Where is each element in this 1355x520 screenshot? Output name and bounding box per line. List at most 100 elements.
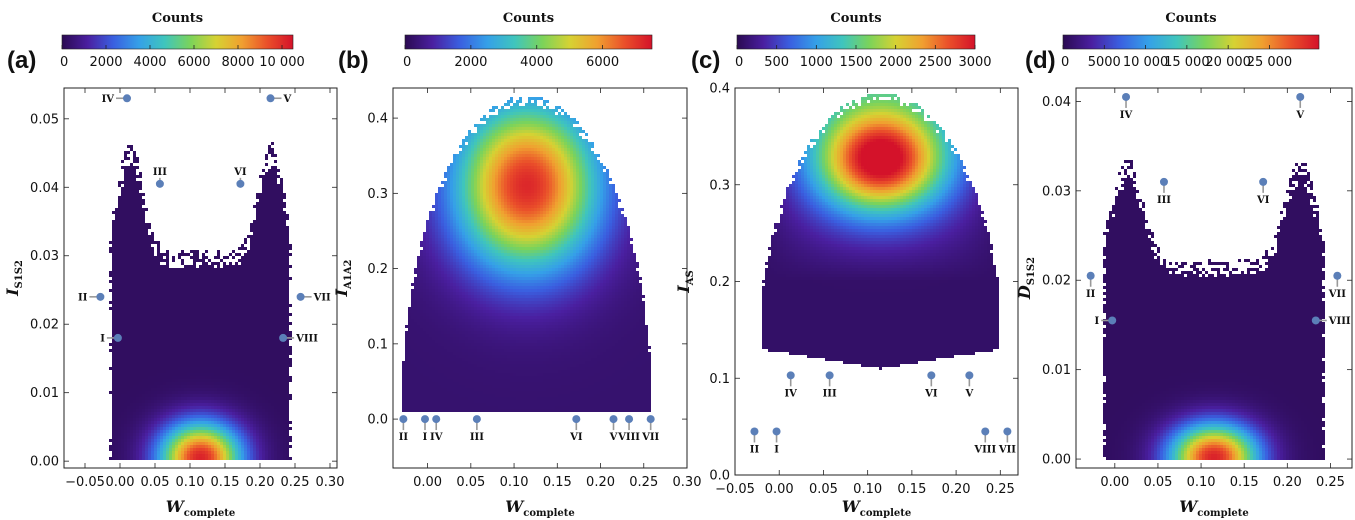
marker-point xyxy=(773,427,781,435)
marker-label: V xyxy=(609,432,618,443)
marker-label: II xyxy=(750,444,760,455)
marker-label: VIII xyxy=(973,444,996,455)
colorbar-tick-label: 1000 xyxy=(800,55,833,70)
x-axis-label: Wcomplete xyxy=(505,497,574,519)
marker-label: I xyxy=(1095,316,1100,327)
colorbar-tick-label: 2500 xyxy=(919,55,952,70)
marker-v: V xyxy=(267,94,292,105)
marker-point xyxy=(1108,316,1116,324)
marker-viii: VIII xyxy=(973,427,996,455)
y-tick-label: 0.2 xyxy=(367,262,388,277)
colorbar-tick-label: 20 000 xyxy=(1205,55,1251,70)
marker-vii: VII xyxy=(1328,272,1346,300)
marker-vi: VI xyxy=(233,167,247,188)
marker-label: VI xyxy=(1256,195,1270,206)
colorbar-tick-label: 0 xyxy=(60,55,68,70)
marker-point xyxy=(1312,316,1320,324)
marker-label: VII xyxy=(998,444,1016,455)
marker-point xyxy=(927,371,935,379)
marker-point xyxy=(114,334,122,342)
marker-point xyxy=(787,371,795,379)
y-axis-label: IAS xyxy=(674,270,696,293)
colorbar-title: Counts xyxy=(830,11,881,26)
colorbar-tick-label: 6000 xyxy=(586,55,619,70)
colorbar-tick-label: 4000 xyxy=(133,55,166,70)
x-tick-label: 0.00 xyxy=(1100,475,1129,490)
x-tick-label: 0.20 xyxy=(942,482,971,497)
marker-point xyxy=(96,293,104,301)
colorbar-tick-label: 25 000 xyxy=(1247,55,1293,70)
marker-label: IV xyxy=(430,432,443,443)
marker-label: VI xyxy=(569,432,583,443)
marker-ii: II xyxy=(1086,272,1096,300)
colorbar-title: Counts xyxy=(503,11,554,26)
marker-label: VIII xyxy=(617,432,640,443)
x-tick-label: 0.10 xyxy=(500,475,529,490)
x-tick-label: 0.20 xyxy=(586,475,615,490)
marker-point xyxy=(1259,178,1267,186)
y-tick-label: 0.3 xyxy=(367,187,388,202)
x-tick-label: −0.05 xyxy=(65,475,105,490)
x-tick-label: 0.05 xyxy=(141,475,170,490)
x-tick-label: 0.15 xyxy=(1230,475,1259,490)
marker-point xyxy=(647,415,655,423)
marker-point xyxy=(123,94,131,102)
y-tick-label: 0.01 xyxy=(30,386,59,401)
colorbar-tick-label: 2000 xyxy=(89,55,122,70)
y-tick-label: 0.02 xyxy=(1042,274,1071,289)
marker-label: I xyxy=(100,333,105,344)
heatmap-cells xyxy=(402,97,651,412)
y-tick-label: 0.04 xyxy=(1042,95,1071,110)
colorbar-title: Counts xyxy=(152,11,203,26)
marker-vi: VI xyxy=(924,371,938,399)
colorbar-tick-label: 8000 xyxy=(221,55,254,70)
marker-v: V xyxy=(609,415,618,443)
x-tick-label: 0.00 xyxy=(765,482,794,497)
colorbar-tick-label: 5000 xyxy=(1088,55,1121,70)
marker-iv: IV xyxy=(784,371,797,399)
marker-point xyxy=(297,293,305,301)
marker-point xyxy=(156,180,164,188)
y-tick-label: 0.3 xyxy=(709,178,730,193)
marker-label: I xyxy=(774,444,779,455)
marker-label: VI xyxy=(924,388,938,399)
x-tick-label: 0.15 xyxy=(211,475,240,490)
colorbar-tick-label: 1500 xyxy=(839,55,872,70)
marker-label: V xyxy=(964,388,973,399)
marker-i: I xyxy=(773,427,781,455)
y-tick-label: 0.05 xyxy=(30,112,59,127)
marker-iii: III xyxy=(153,167,167,188)
marker-vii: VII xyxy=(998,427,1016,455)
marker-label: V xyxy=(1295,110,1304,121)
marker-label: II xyxy=(1086,289,1096,300)
x-tick-label: 0.15 xyxy=(543,475,572,490)
x-axis-label: Wcomplete xyxy=(842,497,911,519)
marker-point xyxy=(1003,427,1011,435)
x-tick-label: 0.20 xyxy=(1273,475,1302,490)
colorbar-tick-label: 2000 xyxy=(454,55,487,70)
marker-i: I xyxy=(421,415,429,443)
marker-iii: III xyxy=(1157,178,1171,206)
colorbar-tick-label: 3000 xyxy=(958,55,991,70)
colorbar-tick-label: 6000 xyxy=(177,55,210,70)
marker-label: IV xyxy=(102,94,115,105)
marker-ii: II xyxy=(399,415,409,443)
marker-point xyxy=(279,334,287,342)
y-tick-label: 0.4 xyxy=(709,82,730,97)
y-tick-label: 0.00 xyxy=(30,455,59,470)
marker-point xyxy=(473,415,481,423)
x-tick-label: 0.10 xyxy=(853,482,882,497)
y-tick-label: 0.01 xyxy=(1042,363,1071,378)
marker-point xyxy=(432,415,440,423)
colorbar xyxy=(1063,35,1319,49)
marker-iii: III xyxy=(470,415,484,443)
heatmap-cells xyxy=(762,94,999,370)
y-tick-label: 0.03 xyxy=(1042,184,1071,199)
marker-point xyxy=(399,415,407,423)
colorbar-tick-label: 15 000 xyxy=(1164,55,1210,70)
marker-point xyxy=(965,371,973,379)
marker-label: IV xyxy=(1120,110,1133,121)
colorbar-tick-label: 0 xyxy=(403,55,411,70)
